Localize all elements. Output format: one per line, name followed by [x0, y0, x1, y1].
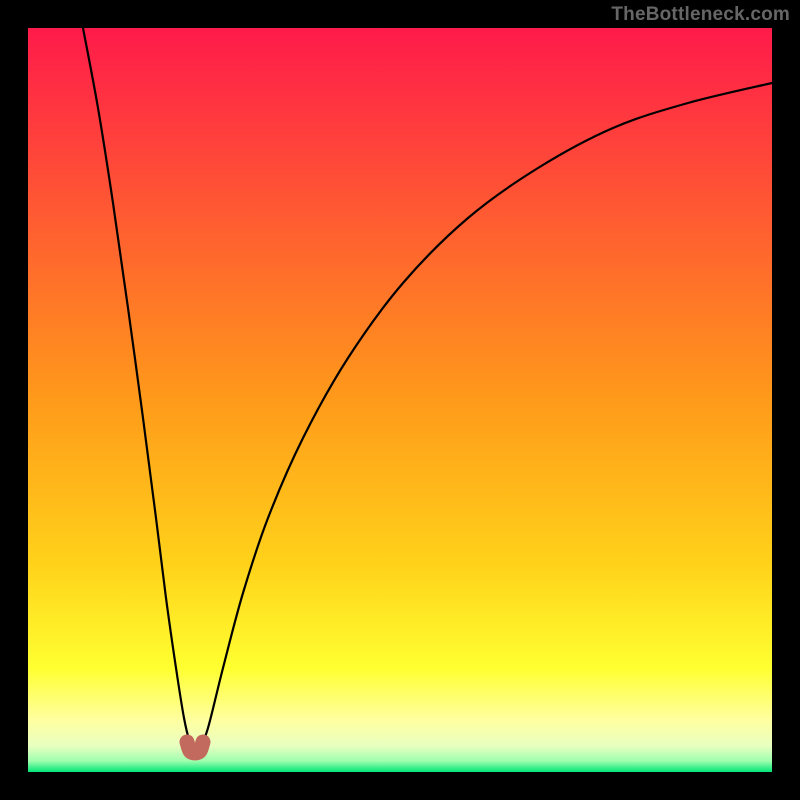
chart-container: TheBottleneck.com [0, 0, 800, 800]
curve-layer [0, 0, 800, 800]
watermark-text: TheBottleneck.com [611, 4, 790, 26]
bottleneck-curve [83, 28, 772, 753]
minimum-nub [187, 742, 203, 753]
